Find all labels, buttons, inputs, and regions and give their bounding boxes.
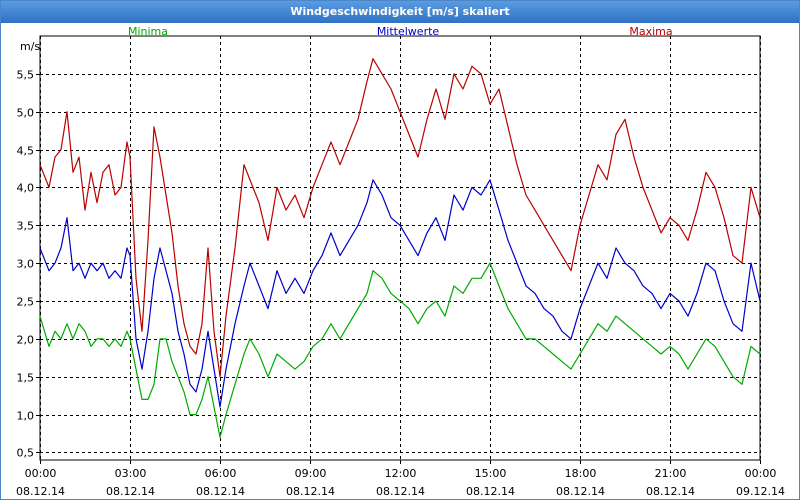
x-tick-label-time: 09:00: [295, 467, 327, 480]
x-tick-label-time: 15:00: [475, 467, 507, 480]
series-lines: [39, 58, 761, 438]
x-tick-label-time: 03:00: [115, 467, 147, 480]
x-tick-label-time: 06:00: [205, 467, 237, 480]
series-line-maxima: [39, 58, 761, 378]
chart-title: Windgeschwindigkeit [m/s] skaliert: [290, 5, 510, 18]
y-tick-label: 3,0: [17, 258, 35, 271]
x-tick-label-time: 18:00: [565, 467, 597, 480]
legend-entry-minima: Minima: [128, 25, 168, 38]
y-tick-label: 4,5: [17, 145, 35, 158]
series-line-minima: [39, 262, 761, 438]
legend-entry-maxima: Maxima: [629, 25, 672, 38]
y-tick-label: 5,0: [17, 107, 35, 120]
x-tick-label-date: 08.12.14: [556, 485, 605, 498]
x-tick-label-time: 21:00: [655, 467, 687, 480]
y-tick-label: 0,5: [17, 447, 35, 460]
x-tick-label-date: 08.12.14: [286, 485, 335, 498]
y-tick-label: 5,5: [17, 69, 35, 82]
y-tick-label: 1,5: [17, 372, 35, 385]
x-tick-label-date: 08.12.14: [466, 485, 515, 498]
legend-entry-mittelwerte: Mittelwerte: [377, 25, 440, 38]
legend: Minima Mittelwerte Maxima: [128, 25, 673, 38]
x-tick-label-time: 00:00: [745, 467, 777, 480]
x-tick-label-date: 08.12.14: [376, 485, 425, 498]
title-bar: Windgeschwindigkeit [m/s] skaliert: [1, 1, 799, 23]
y-tick-label: 3,5: [17, 220, 35, 233]
x-tick-label-date: 08.12.14: [16, 485, 65, 498]
y-tick-label: 4,0: [17, 182, 35, 195]
y-tick-label: 2,0: [17, 334, 35, 347]
y-axis-label: m/s: [20, 40, 40, 53]
y-tick-label: 1,0: [17, 410, 35, 423]
y-tick-label: 2,5: [17, 296, 35, 309]
x-tick-label-date: 08.12.14: [196, 485, 245, 498]
x-tick-label-time: 00:00: [25, 467, 57, 480]
x-tick-label-date: 08.12.14: [646, 485, 695, 498]
x-tick-label-time: 12:00: [385, 467, 417, 480]
x-tick-label-date: 08.12.14: [106, 485, 155, 498]
x-tick-label-date: 09.12.14: [736, 485, 785, 498]
series-line-mittelwerte: [39, 179, 761, 408]
